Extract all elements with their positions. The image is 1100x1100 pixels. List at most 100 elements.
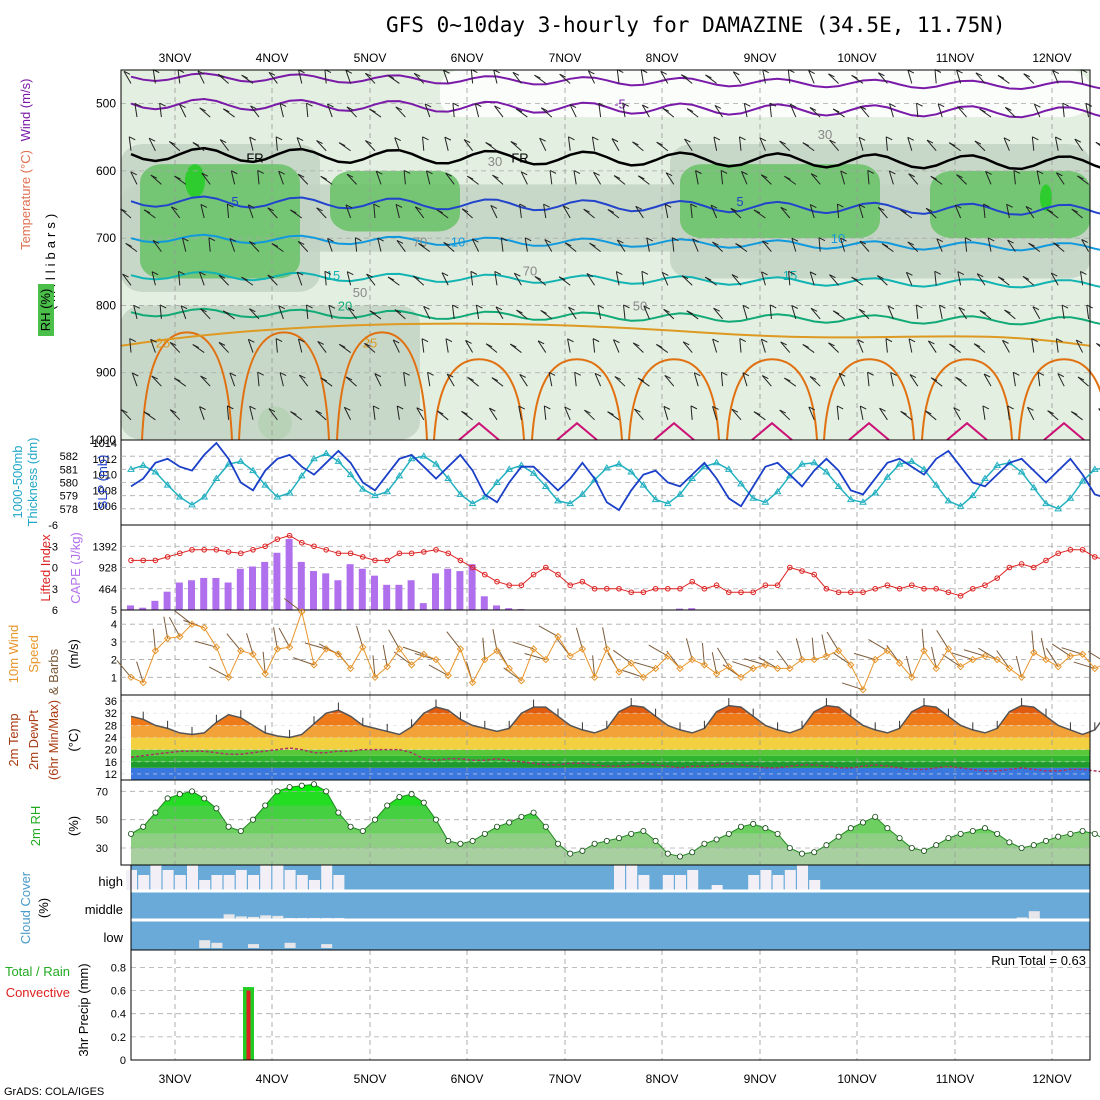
- rh-point: [347, 823, 354, 830]
- li-ylabel: Lifted Index: [38, 534, 53, 602]
- precip-ylabel3: 3hr Precip (mm): [76, 963, 91, 1056]
- wind-barb-flag: [641, 270, 649, 275]
- cape-bar: [297, 561, 305, 610]
- wind10-point: [1005, 664, 1014, 673]
- wind10-point: [798, 655, 806, 664]
- rh-point: [1091, 830, 1098, 837]
- cloud-low-bar: [211, 942, 223, 948]
- wind-barb-flag: [151, 271, 159, 276]
- rh-point: [750, 820, 757, 827]
- cloud-high-bar: [162, 870, 174, 890]
- wind-barb: [1050, 272, 1059, 286]
- wind-barb-flag: [248, 338, 255, 343]
- wind-barb-flag: [809, 271, 817, 276]
- temp-band: [131, 725, 1090, 738]
- li-tick: -6: [48, 520, 58, 532]
- li-point: [628, 589, 635, 596]
- cape-tick: 464: [99, 584, 117, 596]
- wind10-barb: [382, 644, 388, 667]
- wind-barb-flag: [769, 304, 777, 309]
- wind-barb-flag: [906, 271, 913, 276]
- cape-bar: [151, 600, 159, 610]
- rh-point: [713, 836, 720, 843]
- rh-point: [652, 837, 659, 844]
- wind-barb-flag: [461, 208, 469, 213]
- rh-point: [262, 802, 269, 809]
- wind-barb-flag: [250, 105, 257, 110]
- wind-barb-flag: [617, 239, 624, 244]
- thickness-point: [249, 466, 257, 474]
- cape-bar: [200, 577, 208, 610]
- wind-barb-flag: [544, 239, 551, 243]
- wind-barb-flag: [672, 237, 679, 242]
- rh-point: [957, 830, 964, 837]
- wind-barb-flag: [518, 405, 525, 410]
- wind-barb-flag: [597, 304, 605, 309]
- wind10-point: [639, 673, 648, 681]
- wind-barb-flag: [394, 137, 401, 141]
- thickness-point: [798, 460, 806, 467]
- precip-tick: 0.8: [111, 962, 126, 974]
- cape-bar: [175, 582, 183, 610]
- wind-barb: [840, 170, 846, 185]
- wind-barb-flag: [613, 339, 620, 344]
- rh-point: [762, 825, 769, 832]
- wind-barb-flag: [403, 169, 411, 174]
- wind-barb-flag: [681, 275, 689, 280]
- wind10-barb: [936, 630, 949, 650]
- wind-barb: [123, 71, 132, 84]
- wind-barb: [128, 136, 132, 151]
- wind-barb-flag: [810, 173, 818, 178]
- surface-temp-contour: [1018, 358, 1100, 441]
- panel-frame: [130, 949, 1091, 1061]
- cloud-high-bar: [260, 865, 272, 890]
- wind-barb: [780, 341, 791, 353]
- wind-barb: [769, 103, 772, 118]
- wind-barb-flag: [885, 338, 893, 343]
- wind-barb: [983, 204, 986, 219]
- wind-barb-flag: [739, 136, 746, 141]
- wind-barb: [953, 407, 962, 421]
- wind10-point: [200, 624, 208, 632]
- wind-barb-flag: [376, 170, 383, 175]
- wind-barb: [395, 204, 400, 219]
- wind-barb-flag: [501, 237, 508, 242]
- wind-barb: [760, 338, 766, 353]
- precip-tick: 0.2: [111, 1032, 126, 1044]
- wind-barb-flag: [936, 238, 944, 243]
- wind10-point: [712, 670, 721, 678]
- thickness-point: [444, 474, 453, 482]
- li-point: [164, 554, 171, 560]
- wind-barb-flag: [374, 373, 382, 378]
- wind-barb-flag: [642, 104, 649, 109]
- wind-barb-flag: [470, 270, 478, 275]
- rh-point: [249, 816, 256, 823]
- rh-point: [127, 830, 134, 837]
- wind10-point: [1017, 673, 1026, 681]
- wind-barb: [759, 137, 766, 151]
- wind10-point: [895, 659, 904, 667]
- li-tick: 3: [52, 584, 58, 596]
- wind10-point: [981, 652, 989, 660]
- wind-barb-flag: [299, 374, 306, 379]
- rh-point: [786, 845, 793, 852]
- wind-barb: [809, 204, 815, 219]
- wind10-point: [1042, 655, 1050, 664]
- wind10-point: [859, 685, 867, 694]
- thickness-line: [130, 452, 1100, 510]
- cape-bar: [505, 608, 513, 610]
- wind-barb-flag: [229, 372, 237, 377]
- wind10-barb: [963, 649, 986, 657]
- cloud-high-bar: [797, 865, 808, 890]
- wind-barb: [975, 72, 986, 84]
- wind-barb-flag: [445, 172, 452, 177]
- wind10-barb: [868, 639, 888, 652]
- surface-temp-contour: [531, 358, 623, 441]
- bottom-day-label: 8NOV: [646, 1072, 679, 1086]
- cloud-high-bar: [748, 875, 760, 890]
- wind10-point: [749, 664, 757, 673]
- wind-barb-flag: [306, 102, 313, 107]
- rh-point: [921, 847, 928, 854]
- li-point: [945, 589, 952, 596]
- wind-barb: [296, 137, 303, 151]
